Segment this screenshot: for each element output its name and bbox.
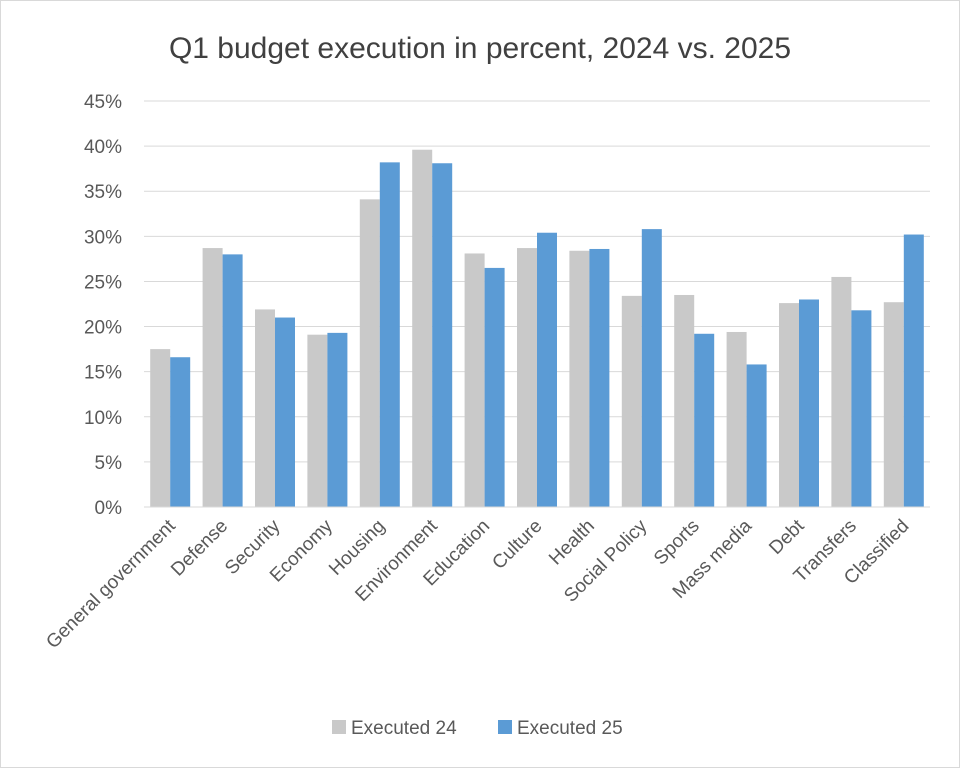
bar-executed-25 (275, 317, 295, 507)
y-tick-label: 45% (84, 92, 122, 113)
y-tick-label: 35% (84, 182, 122, 203)
bar-executed-25 (222, 254, 243, 507)
x-category-label: Debt (765, 515, 809, 559)
legend-label: Executed 24 (351, 718, 457, 739)
legend-swatch (498, 720, 512, 734)
bar-executed-25 (327, 332, 348, 507)
bar-executed-25 (589, 248, 610, 507)
x-axis-categories: General governmentDefenseSecurityEconomy… (42, 515, 913, 653)
y-tick-label: 30% (84, 227, 122, 248)
bar-executed-24 (412, 149, 433, 507)
bar-executed-25 (484, 267, 505, 507)
bar-executed-24 (883, 302, 904, 507)
bar-executed-25 (851, 310, 872, 507)
bar-executed-24 (202, 248, 223, 507)
bar-executed-24 (255, 309, 275, 507)
y-tick-label: 5% (95, 453, 123, 474)
bar-executed-25 (641, 229, 662, 508)
bar-executed-24 (726, 331, 747, 507)
bar-executed-25 (432, 163, 453, 507)
bar-executed-24 (831, 276, 852, 507)
legend: Executed 24 Executed 25 (332, 718, 623, 739)
legend-swatch (332, 720, 346, 734)
bar-executed-25 (903, 234, 924, 508)
bar-executed-25 (537, 232, 557, 508)
bar-executed-24 (779, 303, 799, 507)
bar-executed-24 (359, 199, 380, 507)
y-tick-label: 10% (84, 408, 122, 429)
y-axis-ticks: 0% 5% 10% 15% 20% 25% 30% 35% 40% 45% (84, 92, 122, 519)
bar-executed-24 (150, 349, 171, 507)
y-tick-label: 25% (84, 272, 122, 293)
x-category-label: General government (42, 515, 180, 653)
bar-executed-25 (694, 333, 715, 507)
bar-executed-25 (799, 299, 819, 507)
chart-title: Q1 budget execution in percent, 2024 vs.… (169, 32, 791, 65)
legend-label: Executed 25 (517, 718, 623, 739)
bar-executed-24 (569, 250, 590, 507)
bar-executed-24 (621, 295, 642, 507)
y-tick-label: 0% (95, 498, 123, 519)
x-category-label: Defense (167, 516, 232, 581)
x-category-label: Culture (488, 516, 546, 574)
y-tick-label: 40% (84, 137, 122, 158)
bar-executed-25 (170, 357, 191, 507)
bar-executed-24 (307, 334, 328, 507)
y-tick-label: 15% (84, 363, 122, 384)
bar-executed-25 (379, 162, 400, 507)
bar-executed-24 (517, 248, 537, 507)
bar-executed-24 (674, 294, 695, 507)
y-tick-label: 20% (84, 318, 122, 339)
bar-executed-25 (746, 364, 767, 507)
bar-executed-24 (464, 253, 485, 507)
bars (150, 149, 924, 508)
